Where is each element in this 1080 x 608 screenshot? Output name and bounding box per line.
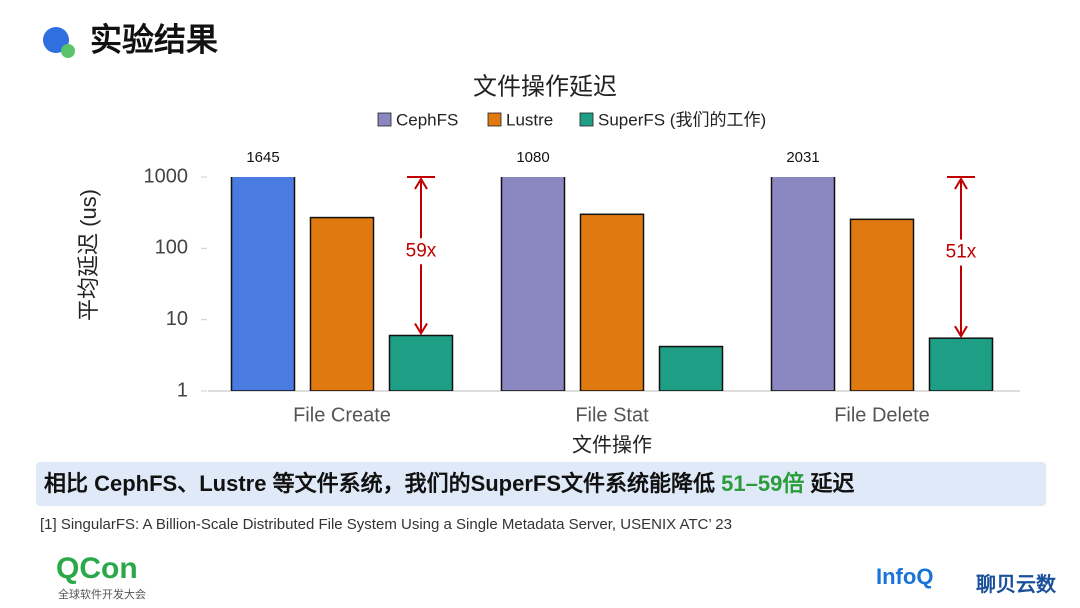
data-label: 1645 (246, 149, 279, 166)
bar (309, 216, 375, 391)
legend-label: Lustre (506, 110, 553, 129)
x-tick-label: File Stat (575, 404, 649, 426)
legend-label: SuperFS (我们的工作) (598, 110, 766, 129)
bar (579, 213, 645, 391)
watermark: 聊贝云数 (976, 574, 1056, 596)
legend-swatch (377, 112, 392, 127)
annotation-label: 59x (406, 240, 437, 261)
summary: 相比 CephFS、Lustre 等文件系统，我们的SuperFS文件系统能降低… (44, 468, 854, 500)
bar (230, 177, 296, 391)
annotation-head (414, 177, 428, 190)
x-tick-label: File Create (293, 404, 391, 426)
annotation-bg (939, 239, 983, 266)
x-tick-label: File Delete (834, 404, 930, 426)
data-label: 2031 (786, 149, 819, 166)
summary-banner (36, 462, 1046, 506)
bar (849, 218, 915, 391)
bar (770, 177, 836, 391)
summary-text: 延迟 (804, 471, 855, 496)
bar (500, 177, 566, 391)
infoq-logo: InfoQ (876, 564, 934, 589)
y-tick-label: 100 (155, 237, 188, 259)
y-tick-label: 1 (177, 379, 188, 401)
bar (388, 334, 454, 391)
y-tick-label: 1000 (144, 165, 189, 187)
plot (230, 177, 994, 391)
title-icon (61, 44, 75, 58)
y-axis-label: 平均延迟 (us) (76, 189, 101, 321)
chart-title: 文件操作延迟 (473, 73, 617, 100)
annotation-bg (399, 238, 443, 265)
title-icon (43, 27, 69, 53)
slide-title: 实验结果 (90, 21, 218, 57)
legend-swatch (579, 112, 594, 127)
annotation-head (954, 177, 968, 190)
annotation-head (414, 322, 428, 336)
x-axis-label: 文件操作 (572, 433, 652, 456)
legend-label: CephFS (396, 110, 458, 129)
qcon-subtitle: 全球软件开发大会 (58, 589, 146, 601)
annotation-label: 51x (946, 242, 977, 263)
summary-highlight: 51–59倍 (721, 471, 805, 496)
y-tick-label: 10 (166, 308, 188, 330)
bar (658, 345, 724, 391)
bar (928, 337, 994, 391)
summary-text: 相比 CephFS、Lustre 等文件系统，我们的SuperFS文件系统能降低 (44, 471, 722, 496)
qcon-logo: QCon (56, 552, 138, 585)
data-label: 1080 (516, 149, 549, 166)
footnote: [1] SingularFS: A Billion-Scale Distribu… (40, 516, 732, 533)
legend-swatch (487, 112, 502, 127)
annotation-head (954, 325, 968, 339)
